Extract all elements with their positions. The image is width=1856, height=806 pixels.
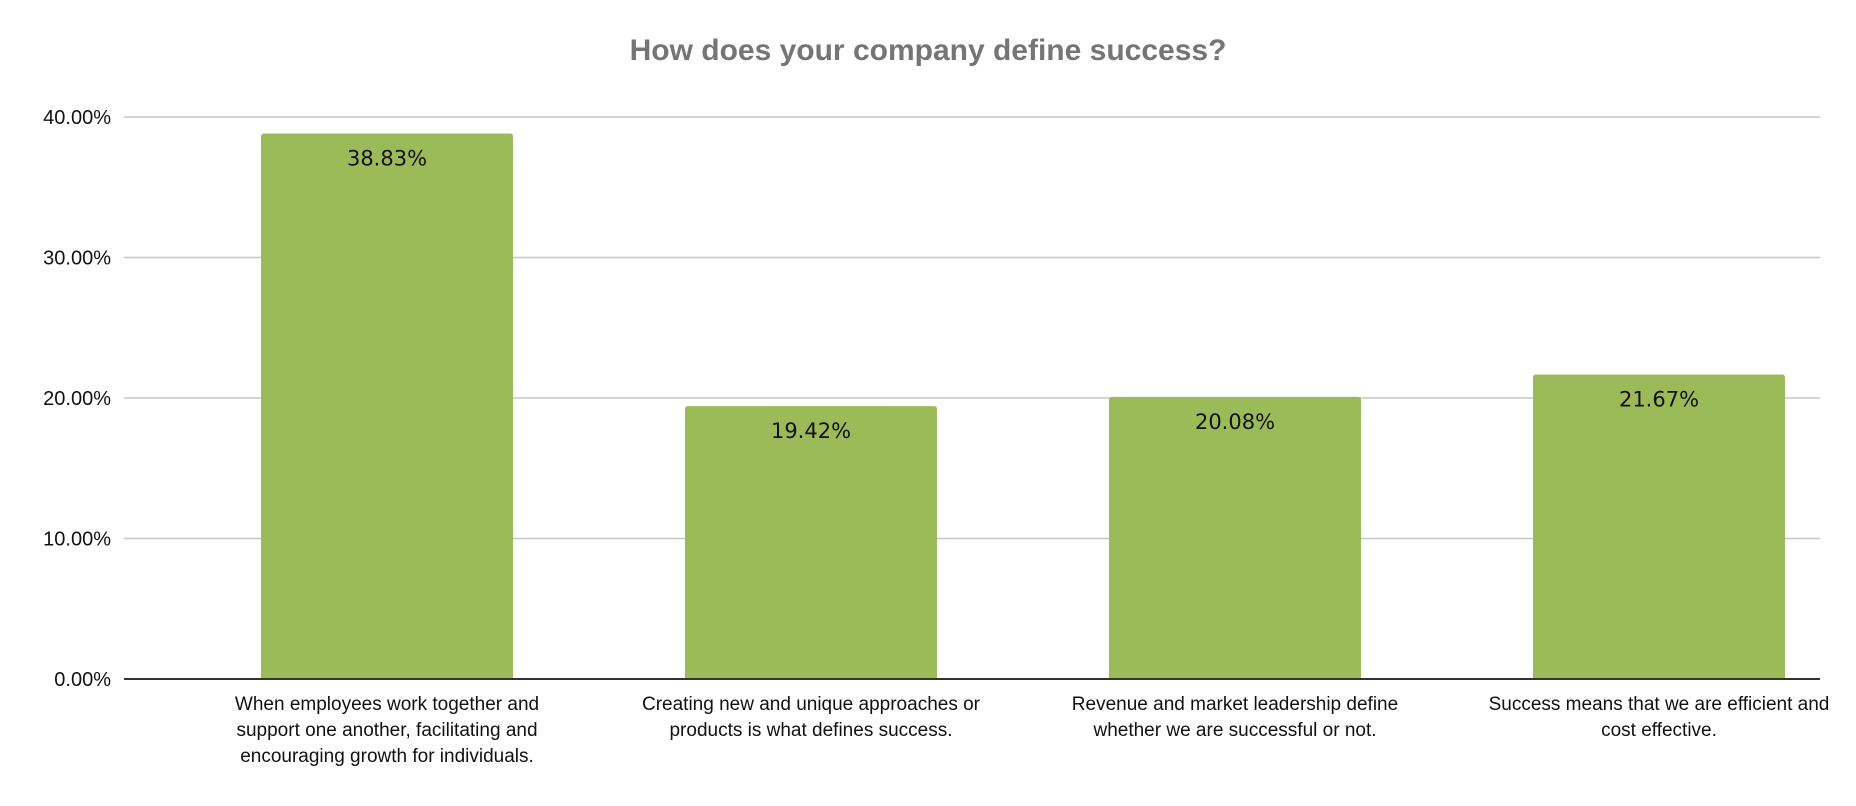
- data-label: 21.67%: [1619, 388, 1699, 412]
- bar: [261, 133, 513, 680]
- data-label: 38.83%: [347, 146, 427, 170]
- x-axis-tick-labels: When employees work together and support …: [235, 694, 1829, 767]
- x-tick-label-line: support one another, facilitating and: [236, 720, 537, 741]
- y-tick-label: 30.00%: [43, 248, 111, 270]
- x-tick-label-line: encouraging growth for individuals.: [240, 746, 534, 767]
- x-tick-label-line: whether we are successful or not.: [1092, 720, 1376, 741]
- x-tick-label: Success means that we are efficient and c…: [1489, 694, 1830, 741]
- data-label: 19.42%: [771, 419, 851, 443]
- y-tick-label: 10.00%: [43, 529, 111, 551]
- x-tick-label-line: Revenue and market leadership define: [1072, 694, 1398, 715]
- y-tick-label: 20.00%: [43, 388, 111, 410]
- data-labels: 38.83% 19.42% 20.08% 21.67%: [347, 146, 1699, 443]
- x-tick-label-line: When employees work together and: [235, 694, 539, 715]
- x-tick-label-line: products is what defines success.: [669, 720, 952, 741]
- bar: [685, 406, 937, 679]
- x-tick-label-line: Creating new and unique approaches or: [642, 694, 981, 715]
- bar: [1109, 396, 1361, 679]
- x-tick-label-line: cost effective.: [1601, 720, 1717, 741]
- y-axis-tick-labels: 0.00% 10.00% 20.00% 30.00% 40.00%: [43, 107, 111, 691]
- x-tick-label: When employees work together and support …: [235, 694, 539, 767]
- bar: [1533, 374, 1785, 679]
- data-label: 20.08%: [1195, 410, 1275, 434]
- x-tick-label: Creating new and unique approaches or pro…: [642, 694, 981, 741]
- x-tick-label: Revenue and market leadership define whet…: [1072, 694, 1398, 741]
- y-tick-label: 0.00%: [54, 669, 111, 691]
- x-tick-label-line: Success means that we are efficient and: [1489, 694, 1830, 715]
- y-tick-label: 40.00%: [43, 107, 111, 129]
- bars: [261, 133, 1785, 680]
- chart-title: How does your company define success?: [630, 34, 1227, 67]
